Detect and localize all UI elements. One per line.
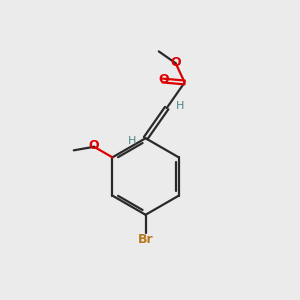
Text: Br: Br bbox=[138, 233, 153, 246]
Text: O: O bbox=[158, 73, 169, 86]
Text: H: H bbox=[176, 101, 184, 111]
Text: H: H bbox=[128, 136, 137, 146]
Text: O: O bbox=[170, 56, 181, 69]
Text: O: O bbox=[88, 139, 98, 152]
